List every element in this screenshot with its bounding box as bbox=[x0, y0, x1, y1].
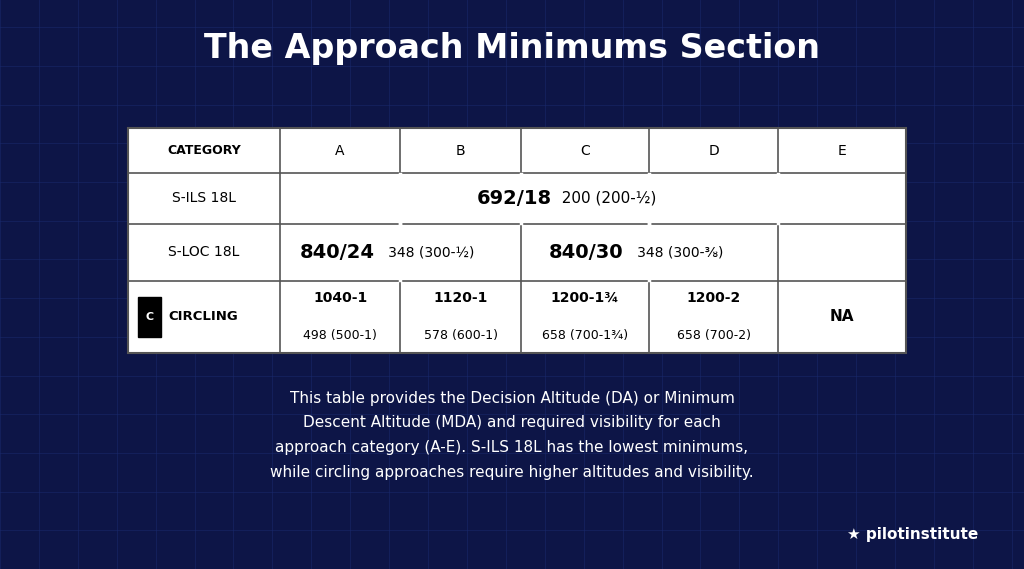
Text: 840/30: 840/30 bbox=[549, 243, 624, 262]
Text: C: C bbox=[145, 312, 154, 322]
Text: This table provides the Decision Altitude (DA) or Minimum
Descent Altitude (MDA): This table provides the Decision Altitud… bbox=[270, 391, 754, 480]
Text: E: E bbox=[838, 143, 847, 158]
Bar bbox=[128, 128, 906, 353]
Text: 348 (300-½): 348 (300-½) bbox=[375, 245, 474, 259]
Text: 1200-2: 1200-2 bbox=[686, 291, 740, 305]
Text: 692/18: 692/18 bbox=[477, 189, 552, 208]
Text: C: C bbox=[581, 143, 590, 158]
Text: 840/24: 840/24 bbox=[300, 243, 375, 262]
Text: A: A bbox=[335, 143, 345, 158]
Text: 1200-1¾: 1200-1¾ bbox=[551, 291, 620, 305]
Text: 578 (600-1): 578 (600-1) bbox=[424, 329, 498, 342]
Text: CATEGORY: CATEGORY bbox=[167, 144, 241, 157]
Text: 658 (700-1¾): 658 (700-1¾) bbox=[542, 329, 629, 342]
Text: S-ILS 18L: S-ILS 18L bbox=[172, 191, 236, 205]
Text: The Approach Minimums Section: The Approach Minimums Section bbox=[204, 32, 820, 65]
Bar bbox=[138, 297, 161, 337]
Text: 498 (500-1): 498 (500-1) bbox=[303, 329, 377, 342]
Text: 200 (200-½): 200 (200-½) bbox=[552, 191, 656, 206]
Text: 348 (300-⅜): 348 (300-⅜) bbox=[624, 245, 723, 259]
Text: 1040-1: 1040-1 bbox=[313, 291, 368, 305]
Text: NA: NA bbox=[829, 310, 854, 324]
Text: ★ pilotinstitute: ★ pilotinstitute bbox=[847, 527, 978, 542]
Text: CIRCLING: CIRCLING bbox=[168, 310, 238, 323]
Text: D: D bbox=[709, 143, 719, 158]
Text: 1120-1: 1120-1 bbox=[433, 291, 487, 305]
Text: B: B bbox=[456, 143, 466, 158]
Text: 658 (700-2): 658 (700-2) bbox=[677, 329, 751, 342]
Text: S-LOC 18L: S-LOC 18L bbox=[168, 245, 240, 259]
